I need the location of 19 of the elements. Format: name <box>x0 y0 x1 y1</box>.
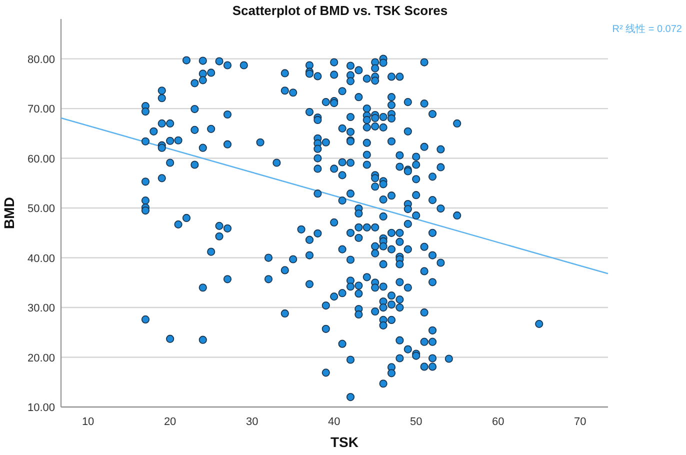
x-tick-label: 40 <box>328 416 340 428</box>
y-tick-label: 30.00 <box>27 302 55 315</box>
y-tick-label: 70.00 <box>27 104 55 116</box>
x-tick-label: 50 <box>410 416 422 428</box>
y-tick-label: 80.00 <box>27 54 55 66</box>
x-tick-label: 20 <box>164 416 176 428</box>
y-tick-label: 40.00 <box>27 252 55 265</box>
text: R² 线性 = 0.072 <box>612 23 682 35</box>
x-tick-label: 60 <box>492 416 504 428</box>
y-tick-label: 60.00 <box>27 153 55 166</box>
x-axis-title: TSK <box>330 434 358 450</box>
y-axis-title: BMD <box>1 197 17 229</box>
chart-title: Scatterplot of BMD vs. TSK Scores <box>232 3 448 18</box>
y-tick-label: 20.00 <box>27 352 55 364</box>
x-tick-label: 30 <box>246 416 258 428</box>
y-tick-label: 10.00 <box>27 402 55 414</box>
x-tick-label: 10 <box>82 416 94 428</box>
y-tick-label: 50.00 <box>27 203 55 216</box>
x-tick-label: 70 <box>574 416 586 428</box>
